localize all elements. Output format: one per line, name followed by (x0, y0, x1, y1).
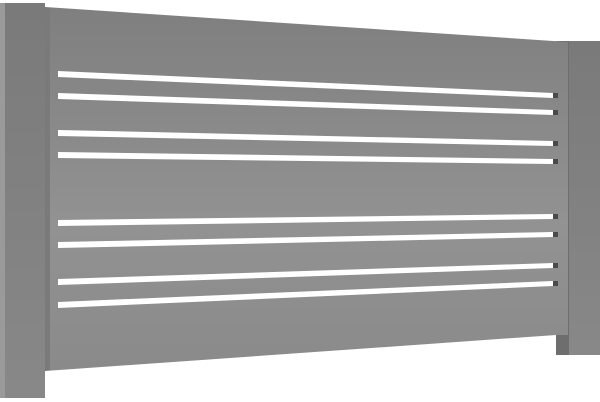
slot-3 (58, 130, 553, 146)
slot-1 (58, 71, 553, 98)
slot-end-1 (553, 93, 558, 98)
slot-2 (58, 93, 553, 115)
slot-end-7 (553, 263, 558, 268)
slot-5 (58, 214, 553, 226)
slot-end-6 (553, 232, 558, 237)
slot-4 (58, 152, 553, 164)
slots (58, 71, 558, 308)
slot-7 (58, 263, 553, 285)
slot-6 (58, 232, 553, 248)
fence-panel (45, 7, 568, 371)
slot-end-5 (553, 214, 558, 219)
slot-end-8 (553, 281, 558, 286)
slot-8 (58, 281, 553, 308)
slot-end-2 (553, 110, 558, 115)
left-post (0, 3, 45, 398)
panel-shadow-edge (45, 7, 50, 371)
slot-end-4 (553, 159, 558, 164)
slot-end-3 (553, 141, 558, 146)
